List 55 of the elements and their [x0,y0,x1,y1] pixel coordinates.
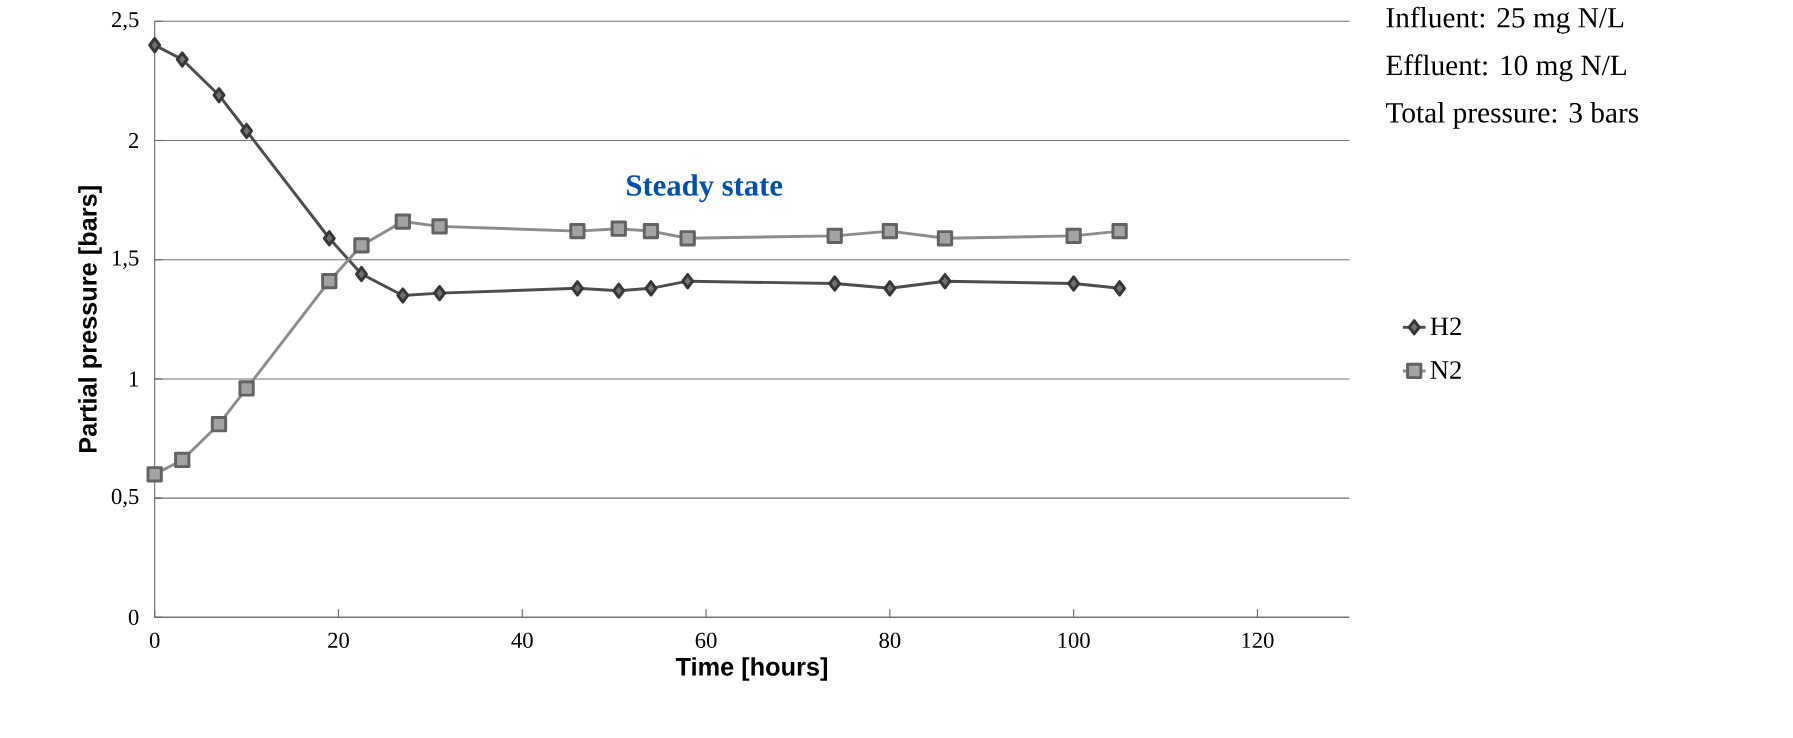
y-axis-title: Partial pressure [bars] [78,186,102,453]
point [828,275,842,292]
x-tick-label: 0 [149,632,160,648]
legend-label: N2 [1430,361,1461,379]
point [321,273,338,290]
point [644,280,658,297]
y-tick-label: 0 [128,609,139,625]
y-tick-label: 2 [128,133,139,149]
point [433,284,447,302]
x-tick-label: 80 [879,632,901,648]
point [322,230,336,247]
point [883,280,897,297]
point [431,218,448,235]
point [1067,275,1081,292]
point [148,37,162,54]
x-tick-label: 100 [1058,632,1090,648]
point [146,466,163,483]
x-tick-label: 40 [511,632,533,648]
annotation: Steady state [627,174,783,203]
point [353,237,370,254]
point [881,222,898,240]
text: Influent: 25 mg N/L [1386,6,1624,34]
point [642,222,660,240]
point [612,282,626,299]
x-tick-label: 20 [328,632,349,648]
y-tick-label: 1,5 [112,250,139,269]
point [175,51,189,68]
point [1113,280,1127,297]
x-tick-label: 120 [1242,632,1274,648]
x-tick-label: 60 [695,632,717,648]
point [1111,222,1128,240]
point [826,227,843,245]
point [936,230,954,247]
point [354,265,368,283]
point [610,220,627,237]
point [569,222,586,240]
y-tick-label: 1 [129,371,138,387]
point [570,280,584,297]
point [174,451,191,469]
point [679,230,696,247]
text: Effluent: 10 mg N/L [1386,54,1626,82]
point [938,273,952,290]
point [394,213,411,230]
point [238,380,255,397]
legend-label: H2 [1430,317,1461,336]
point [240,122,254,140]
point [212,87,226,104]
text: Total pressure: 3 bars [1385,102,1639,129]
x-axis-title: Time [hours] [675,657,828,681]
point [210,416,228,433]
point [1065,227,1082,245]
point [681,273,695,290]
y-tick-label: 0,5 [111,488,139,508]
point [396,287,410,304]
y-tick-label: 2,5 [111,12,139,31]
